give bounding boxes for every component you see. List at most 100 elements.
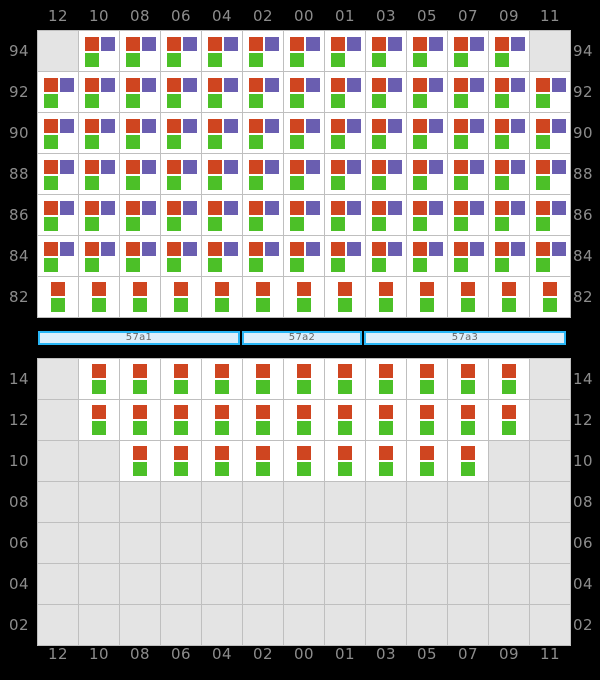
heatmap-cell[interactable] [366, 154, 406, 194]
heatmap-cell[interactable] [325, 236, 365, 276]
heatmap-cell[interactable] [489, 236, 529, 276]
heatmap-cell[interactable] [161, 441, 201, 481]
heatmap-cell[interactable] [366, 605, 406, 645]
heatmap-cell[interactable] [530, 482, 570, 522]
heatmap-cell[interactable] [448, 564, 488, 604]
heatmap-cell[interactable] [325, 113, 365, 153]
heatmap-cell[interactable] [530, 154, 570, 194]
heatmap-cell[interactable] [407, 564, 447, 604]
heatmap-cell[interactable] [366, 482, 406, 522]
heatmap-cell[interactable] [38, 31, 78, 71]
heatmap-cell[interactable] [38, 523, 78, 563]
heatmap-cell[interactable] [489, 482, 529, 522]
heatmap-cell[interactable] [407, 400, 447, 440]
heatmap-cell[interactable] [530, 523, 570, 563]
heatmap-cell[interactable] [79, 195, 119, 235]
heatmap-cell[interactable] [79, 359, 119, 399]
heatmap-cell[interactable] [243, 72, 283, 112]
heatmap-cell[interactable] [161, 195, 201, 235]
heatmap-cell[interactable] [407, 154, 447, 194]
heatmap-cell[interactable] [202, 113, 242, 153]
heatmap-cell[interactable] [202, 605, 242, 645]
heatmap-cell[interactable] [489, 605, 529, 645]
heatmap-cell[interactable] [161, 154, 201, 194]
heatmap-cell[interactable] [325, 31, 365, 71]
heatmap-cell[interactable] [489, 154, 529, 194]
heatmap-cell[interactable] [325, 195, 365, 235]
heatmap-cell[interactable] [448, 482, 488, 522]
heatmap-cell[interactable] [120, 154, 160, 194]
section-bar[interactable]: 57a1 57a2 57a3 [38, 331, 566, 345]
heatmap-cell[interactable] [79, 236, 119, 276]
heatmap-cell[interactable] [38, 400, 78, 440]
heatmap-cell[interactable] [366, 113, 406, 153]
heatmap-cell[interactable] [243, 113, 283, 153]
heatmap-cell[interactable] [530, 31, 570, 71]
heatmap-cell[interactable] [530, 441, 570, 481]
heatmap-cell[interactable] [202, 277, 242, 317]
heatmap-cell[interactable] [489, 359, 529, 399]
heatmap-cell[interactable] [284, 195, 324, 235]
heatmap-cell[interactable] [366, 236, 406, 276]
heatmap-cell[interactable] [120, 441, 160, 481]
heatmap-cell[interactable] [366, 564, 406, 604]
heatmap-cell[interactable] [120, 277, 160, 317]
section-57a1[interactable]: 57a1 [38, 331, 240, 345]
heatmap-cell[interactable] [489, 400, 529, 440]
heatmap-cell[interactable] [325, 400, 365, 440]
heatmap-cell[interactable] [489, 195, 529, 235]
heatmap-cell[interactable] [407, 31, 447, 71]
heatmap-cell[interactable] [407, 113, 447, 153]
heatmap-cell[interactable] [79, 72, 119, 112]
heatmap-cell[interactable] [448, 359, 488, 399]
heatmap-cell[interactable] [161, 359, 201, 399]
heatmap-cell[interactable] [448, 236, 488, 276]
heatmap-cell[interactable] [448, 441, 488, 481]
heatmap-cell[interactable] [448, 113, 488, 153]
heatmap-cell[interactable] [120, 195, 160, 235]
heatmap-cell[interactable] [366, 441, 406, 481]
heatmap-cell[interactable] [284, 113, 324, 153]
heatmap-cell[interactable] [79, 31, 119, 71]
heatmap-cell[interactable] [489, 113, 529, 153]
heatmap-cell[interactable] [407, 523, 447, 563]
heatmap-cell[interactable] [161, 236, 201, 276]
heatmap-cell[interactable] [407, 195, 447, 235]
heatmap-cell[interactable] [489, 564, 529, 604]
heatmap-cell[interactable] [243, 441, 283, 481]
heatmap-cell[interactable] [202, 482, 242, 522]
heatmap-cell[interactable] [407, 359, 447, 399]
heatmap-cell[interactable] [79, 277, 119, 317]
heatmap-cell[interactable] [325, 277, 365, 317]
heatmap-cell[interactable] [489, 72, 529, 112]
heatmap-cell[interactable] [530, 564, 570, 604]
heatmap-cell[interactable] [120, 72, 160, 112]
heatmap-cell[interactable] [38, 359, 78, 399]
heatmap-cell[interactable] [120, 564, 160, 604]
heatmap-cell[interactable] [161, 31, 201, 71]
heatmap-cell[interactable] [407, 277, 447, 317]
heatmap-cell[interactable] [243, 564, 283, 604]
heatmap-cell[interactable] [243, 482, 283, 522]
section-57a3[interactable]: 57a3 [364, 331, 566, 345]
heatmap-cell[interactable] [284, 523, 324, 563]
heatmap-cell[interactable] [407, 441, 447, 481]
heatmap-cell[interactable] [530, 359, 570, 399]
heatmap-cell[interactable] [161, 113, 201, 153]
heatmap-cell[interactable] [38, 441, 78, 481]
heatmap-cell[interactable] [243, 277, 283, 317]
heatmap-cell[interactable] [243, 154, 283, 194]
heatmap-cell[interactable] [161, 277, 201, 317]
heatmap-cell[interactable] [407, 72, 447, 112]
heatmap-cell[interactable] [530, 195, 570, 235]
heatmap-cell[interactable] [448, 154, 488, 194]
heatmap-cell[interactable] [530, 72, 570, 112]
heatmap-cell[interactable] [79, 441, 119, 481]
heatmap-cell[interactable] [448, 523, 488, 563]
section-57a2[interactable]: 57a2 [242, 331, 362, 345]
heatmap-cell[interactable] [120, 605, 160, 645]
heatmap-cell[interactable] [38, 564, 78, 604]
heatmap-cell[interactable] [325, 359, 365, 399]
heatmap-cell[interactable] [366, 195, 406, 235]
heatmap-cell[interactable] [202, 523, 242, 563]
